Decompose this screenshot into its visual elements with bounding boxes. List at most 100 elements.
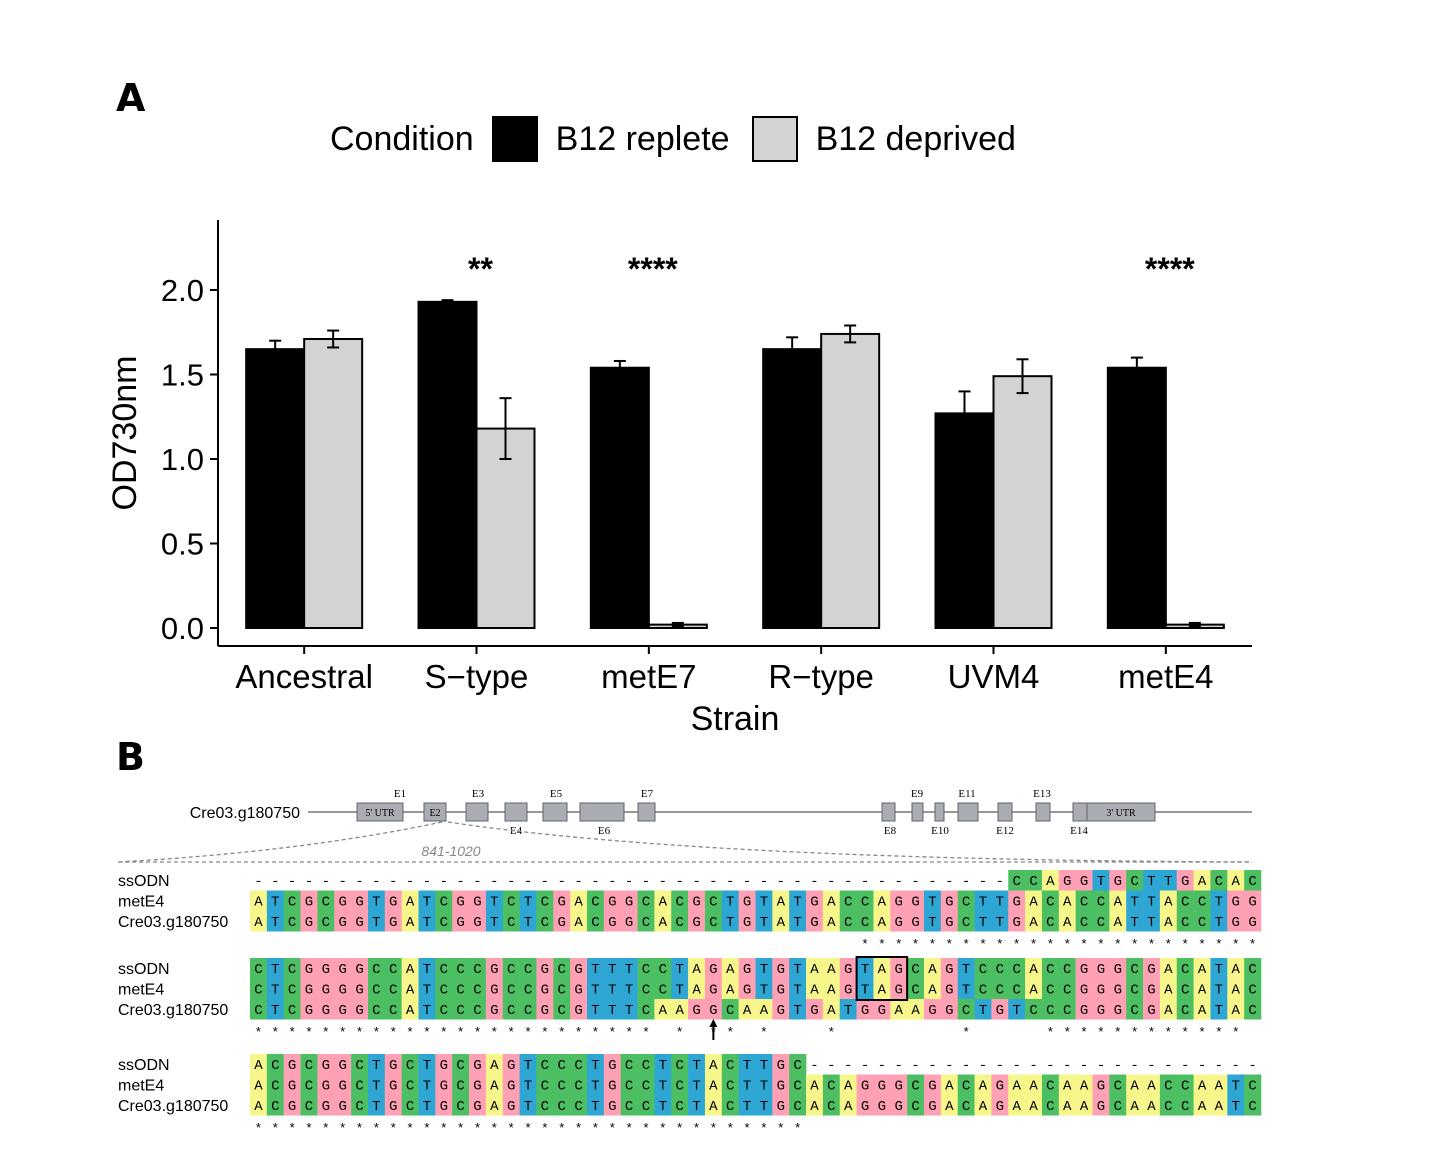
base-2-2-38: G	[895, 983, 903, 999]
base-cell-2-1-39	[907, 958, 925, 979]
base-3-2-56: A	[1198, 1079, 1207, 1095]
base-1-3-23: C	[642, 915, 650, 931]
base-cell-3-2-36	[856, 1074, 874, 1095]
base-3-3-1: C	[271, 1099, 279, 1115]
conservation-mark-3-26: *	[693, 1122, 701, 1137]
base-3-2-13: G	[473, 1079, 481, 1095]
base-cell-2-2-37	[873, 978, 891, 999]
base-cell-1-3-16	[519, 911, 537, 932]
base-cell-1-2-51	[1109, 890, 1127, 911]
base-cell-2-3-55	[1176, 999, 1194, 1020]
base-cell-3-2-2	[283, 1074, 301, 1095]
base-2-3-42: C	[962, 1003, 970, 1019]
base-cell-1-3-24	[654, 911, 672, 932]
base-cell-1-3-14	[485, 911, 504, 932]
base-2-1-42: T	[962, 962, 970, 978]
base-3-2-41: A	[945, 1079, 954, 1095]
base-3-2-55: C	[1181, 1079, 1189, 1095]
base-cell-1-2-57	[1210, 890, 1228, 911]
base-3-3-53: A	[1147, 1099, 1156, 1115]
base-2-1-45: C	[1012, 962, 1020, 978]
base-cell-2-2-33	[806, 978, 824, 999]
base-1-3-29: G	[743, 915, 751, 931]
base-2-3-40: G	[928, 1003, 936, 1019]
base-3-1-43: -	[979, 1058, 987, 1074]
bar-chart: 0.0 0.5 1.0 1.5 2.0 OD730nm Strain Ancestral S−t…	[106, 220, 1252, 738]
base-cell-2-3-59	[1244, 999, 1262, 1020]
base-3-1-10: T	[423, 1058, 431, 1074]
alignment-block-3: ssODN A C G C G G C T G C T G C G A G T C C C T G C C T C T A C T T G C - -…	[118, 1054, 1262, 1137]
base-cell-1-3-18	[553, 911, 571, 932]
base-cell-3-3-30	[755, 1095, 773, 1116]
gene-feature-e6	[579, 802, 625, 822]
base-cell-1-2-43	[974, 890, 992, 911]
base-cell-2-1-0	[250, 958, 268, 979]
base-cell-2-1-50	[1092, 958, 1110, 979]
exon-label-top-6: E13	[1033, 788, 1051, 800]
base-2-2-33: A	[810, 983, 819, 999]
base-cell-2-3-10	[418, 999, 436, 1020]
base-cell-3-2-40	[924, 1074, 942, 1095]
conservation-mark-3-28: *	[726, 1122, 734, 1137]
base-cell-1-2-0	[250, 890, 268, 911]
base-3-2-59: C	[1248, 1079, 1256, 1095]
base-1-3-36: C	[861, 915, 869, 931]
base-cell-3-3-33	[806, 1095, 824, 1116]
base-cell-1-2-2	[283, 890, 301, 911]
base-3-2-40: G	[928, 1079, 936, 1095]
base-cell-1-3-2	[283, 911, 301, 932]
bar-0-0	[245, 348, 306, 629]
base-1-2-41: G	[945, 895, 953, 911]
conservation-mark-2-21: *	[608, 1026, 616, 1041]
conservation-mark-2-1: *	[271, 1026, 279, 1041]
base-cell-2-3-47	[1041, 999, 1060, 1020]
base-cell-2-2-22	[620, 978, 638, 999]
base-1-2-16: T	[524, 895, 532, 911]
base-cell-2-2-46	[1025, 978, 1043, 999]
base-cell-3-3-28	[721, 1095, 739, 1116]
base-3-1-33: -	[810, 1058, 818, 1074]
base-cell-1-1-58	[1227, 870, 1245, 891]
base-1-1-54: T	[1164, 874, 1172, 890]
base-1-2-35: C	[844, 895, 852, 911]
base-cell-2-1-18	[553, 958, 571, 979]
base-2-3-51: G	[1114, 1003, 1122, 1019]
base-cell-2-2-23	[637, 978, 655, 999]
base-1-3-30: T	[760, 915, 768, 931]
base-cell-2-3-51	[1109, 999, 1127, 1020]
base-2-3-23: C	[642, 1003, 650, 1019]
base-3-2-3: C	[305, 1079, 313, 1095]
base-cell-1-3-49	[1075, 911, 1093, 932]
base-1-2-31: A	[777, 895, 786, 911]
base-cell-1-3-20	[587, 911, 605, 932]
base-2-3-2: C	[288, 1003, 296, 1019]
base-1-2-18: G	[558, 895, 566, 911]
base-3-1-14: A	[490, 1058, 499, 1074]
base-3-1-13: G	[473, 1058, 481, 1074]
base-1-3-5: G	[338, 915, 346, 931]
base-2-3-50: G	[1097, 1003, 1105, 1019]
base-2-2-18: C	[558, 983, 566, 999]
base-cell-3-1-27	[704, 1054, 723, 1075]
base-cell-1-2-46	[1025, 890, 1043, 911]
base-2-1-11: C	[440, 962, 448, 978]
base-2-1-5: G	[338, 962, 346, 978]
base-1-3-16: T	[524, 915, 532, 931]
base-cell-3-2-50	[1092, 1074, 1110, 1095]
base-3-2-12: C	[456, 1079, 464, 1095]
base-3-2-47: C	[1046, 1079, 1054, 1095]
base-3-3-27: A	[709, 1099, 718, 1115]
base-3-1-48: -	[1063, 1058, 1071, 1074]
base-2-3-12: C	[456, 1003, 464, 1019]
base-1-2-42: C	[962, 895, 970, 911]
conservation-mark-2-16: *	[524, 1026, 532, 1041]
conservation-mark-1-42: *	[962, 938, 970, 953]
base-2-2-13: C	[473, 983, 481, 999]
base-3-3-38: G	[895, 1099, 903, 1115]
base-cell-2-2-47	[1041, 978, 1060, 999]
base-3-2-22: C	[625, 1079, 633, 1095]
exon-label-top-1: E3	[472, 788, 485, 800]
base-3-2-42: C	[962, 1079, 970, 1095]
base-cell-3-1-9	[401, 1054, 419, 1075]
base-cell-2-2-12	[452, 978, 470, 999]
